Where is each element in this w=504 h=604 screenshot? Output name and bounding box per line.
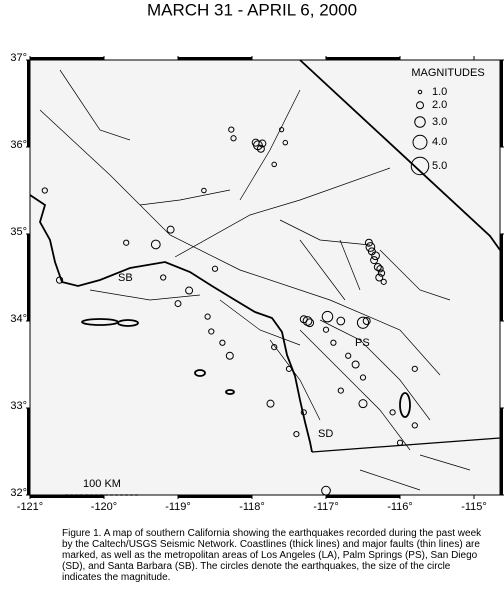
earthquake (166, 225, 175, 234)
earthquake (365, 242, 376, 252)
earthquake (150, 239, 161, 250)
legend-circle (412, 134, 428, 150)
earthquake (160, 274, 167, 281)
earthquake (302, 316, 313, 326)
earthquake (266, 399, 275, 408)
earthquake (411, 365, 418, 372)
place-label: PS (355, 337, 370, 349)
faults (39, 69, 471, 491)
place-label: SD (318, 428, 333, 440)
earthquake (228, 126, 235, 133)
caption: Figure 1. A map of southern California s… (62, 528, 482, 583)
earthquake (389, 409, 396, 416)
earthquake (271, 161, 277, 168)
x-tick-label: -116° (387, 501, 413, 513)
earthquake (358, 399, 368, 409)
earthquake (293, 430, 300, 438)
x-tick-label: -115° (461, 501, 487, 513)
earthquake (396, 439, 404, 446)
earthquake (336, 316, 346, 326)
y-tick-label: 37° (10, 52, 27, 64)
coastline (29, 59, 501, 453)
earthquake (351, 360, 360, 369)
earthquake (279, 127, 285, 133)
earthquake (230, 135, 237, 142)
earthquake (219, 339, 226, 346)
earthquake (300, 409, 307, 416)
earthquake (185, 286, 194, 295)
earthquake (201, 187, 207, 194)
legend-label: 2.0 (432, 99, 447, 111)
earthquake (282, 139, 289, 146)
legend-circle (410, 156, 430, 176)
legend-circle (417, 89, 423, 95)
earthquake (123, 239, 130, 246)
earthquake (204, 313, 211, 320)
x-tick-label: -119° (165, 501, 191, 513)
legend-circle (414, 116, 426, 128)
earthquake (356, 316, 370, 329)
legend-label: 1.0 (432, 86, 447, 98)
y-tick-label: 33° (10, 400, 27, 412)
earthquake (256, 144, 265, 153)
earthquake (345, 352, 352, 359)
earthquake (208, 328, 215, 335)
legend-label: 3.0 (432, 116, 447, 128)
map-title: MARCH 31 - APRIL 6, 2000 (147, 0, 357, 19)
x-tick-label: -118° (239, 501, 265, 513)
earthquake (380, 278, 387, 285)
earthquake (321, 485, 331, 496)
earthquake (55, 276, 64, 284)
place-label: SB (118, 272, 133, 284)
earthquake (411, 422, 418, 429)
x-tick-label: -117° (313, 501, 339, 513)
earthquake (337, 387, 344, 394)
earthquake (225, 351, 234, 360)
earthquake (271, 343, 278, 351)
earthquake (375, 273, 384, 282)
y-tick-label: 35° (10, 226, 27, 238)
earthquake (330, 339, 337, 346)
earthquake (305, 318, 315, 328)
earthquake (258, 139, 267, 148)
legend-circle (416, 101, 424, 110)
earthquake (370, 256, 379, 265)
earthquake (377, 269, 386, 277)
y-tick-label: 36° (10, 139, 27, 151)
scale-label: 100 KM (83, 478, 121, 490)
earthquake (211, 265, 219, 272)
earthquake (371, 251, 380, 261)
earthquake (362, 317, 371, 325)
y-tick-label: 34° (10, 313, 27, 325)
legend-label: 4.0 (432, 136, 447, 148)
y-tick-label: 32° (10, 487, 27, 499)
earthquake (174, 300, 182, 308)
earthquake (41, 187, 48, 194)
legend-title: MAGNITUDES (411, 67, 484, 79)
earthquake (364, 238, 373, 247)
earthquake (376, 265, 384, 273)
earthquake (285, 365, 293, 372)
earthquake (322, 326, 330, 333)
x-tick-label: -121° (17, 501, 43, 513)
map-area (30, 60, 500, 495)
earthquake (321, 310, 334, 323)
x-tick-label: -120° (91, 501, 117, 513)
earthquake (299, 315, 308, 324)
earthquake (359, 374, 367, 381)
legend-label: 5.0 (432, 160, 447, 172)
